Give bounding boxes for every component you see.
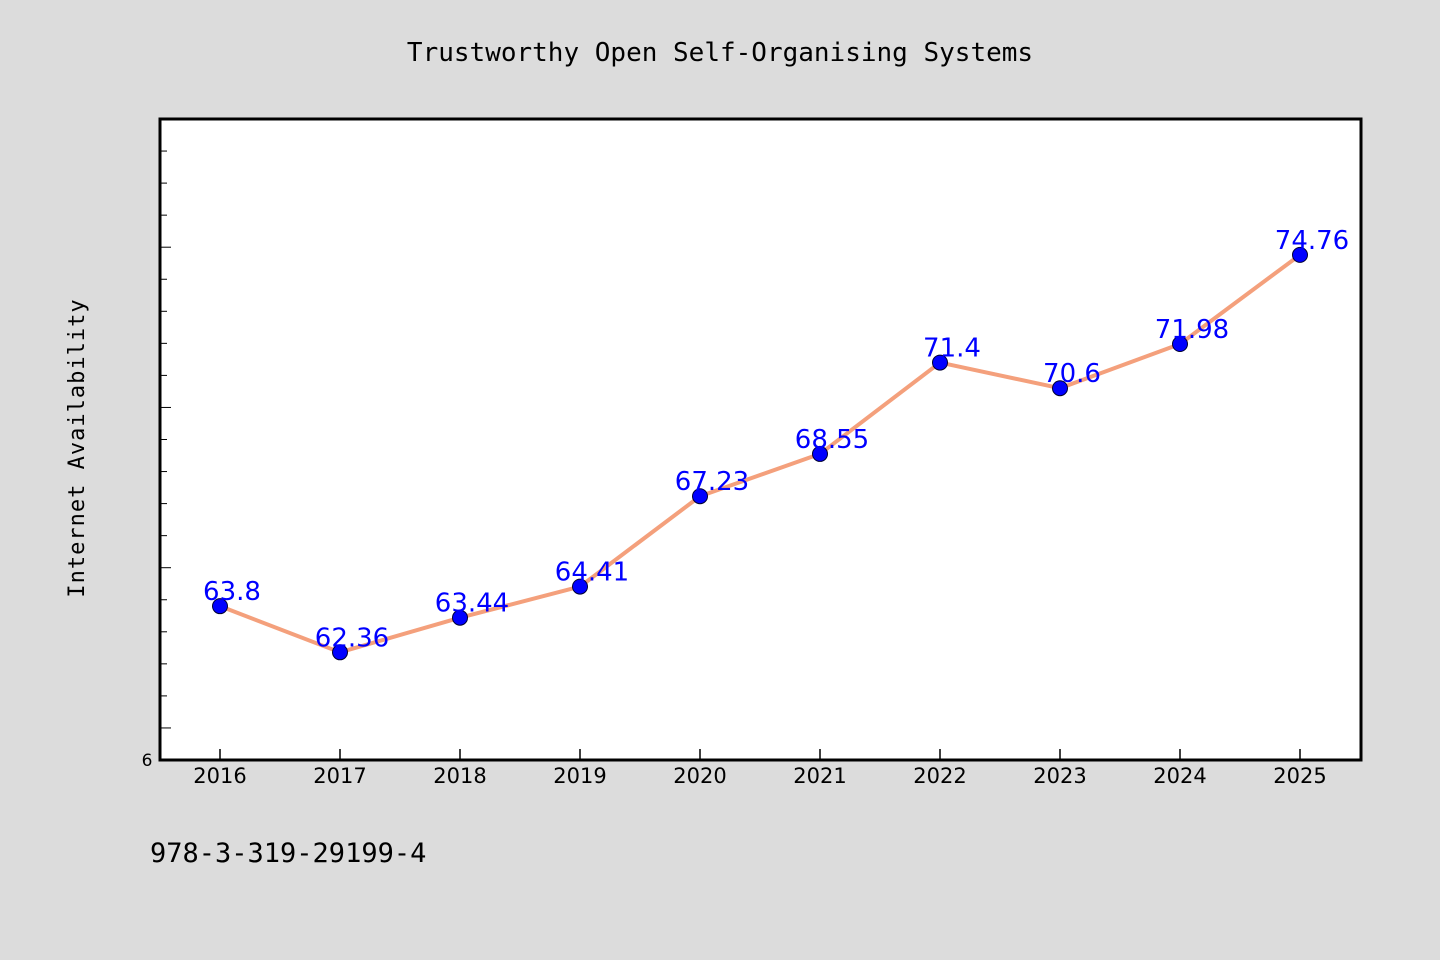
data-point	[332, 644, 348, 661]
data-point	[1172, 335, 1188, 352]
data-label: 67.23	[675, 467, 749, 497]
plot-area	[160, 119, 1361, 760]
x-tick-label: 2021	[793, 764, 846, 788]
x-tick-label: 2019	[553, 764, 606, 788]
footnote: 978-3-319-29199-4	[150, 838, 426, 869]
data-point	[692, 488, 708, 505]
data-label: 63.8	[203, 577, 261, 607]
series-line	[218, 252, 1302, 655]
data-point	[812, 445, 828, 462]
data-point	[1292, 246, 1308, 263]
x-tick-label: 2016	[193, 764, 246, 788]
plot-frame	[158, 117, 1363, 762]
data-label: 68.55	[795, 425, 869, 455]
data-point	[1052, 380, 1068, 397]
x-tick-label: 2022	[913, 764, 966, 788]
data-label: 71.98	[1155, 315, 1229, 345]
data-point	[212, 598, 228, 615]
x-tick-label: 2018	[433, 764, 486, 788]
data-label: 74.76	[1275, 226, 1349, 256]
x-tick-label: 2020	[673, 764, 726, 788]
data-label: 63.44	[435, 589, 509, 619]
x-tick-label: 2017	[313, 764, 366, 788]
y-axis-label: Internet Availability	[65, 298, 90, 597]
chart-title: Trustworthy Open Self-Organising Systems	[407, 38, 1033, 68]
y-tick-label: 6	[142, 751, 153, 771]
data-point	[452, 609, 468, 626]
x-tick-label: 2023	[1033, 764, 1086, 788]
data-label: 70.6	[1043, 359, 1101, 389]
data-label: 71.4	[923, 334, 981, 364]
data-point	[932, 354, 948, 371]
data-label: 62.36	[315, 623, 389, 653]
data-series: 63.8 62.36 63.44 64.41 67.23 68.55 71.4 70.6 71.…	[203, 226, 1349, 661]
data-point	[572, 578, 588, 595]
x-tick-label: 2025	[1273, 764, 1326, 788]
data-label: 64.41	[555, 558, 629, 588]
x-axis: 2016 2017 2018 2019 2020 2021 2022 2023 2024 2025	[193, 749, 1327, 788]
x-tick-label: 2024	[1153, 764, 1206, 788]
